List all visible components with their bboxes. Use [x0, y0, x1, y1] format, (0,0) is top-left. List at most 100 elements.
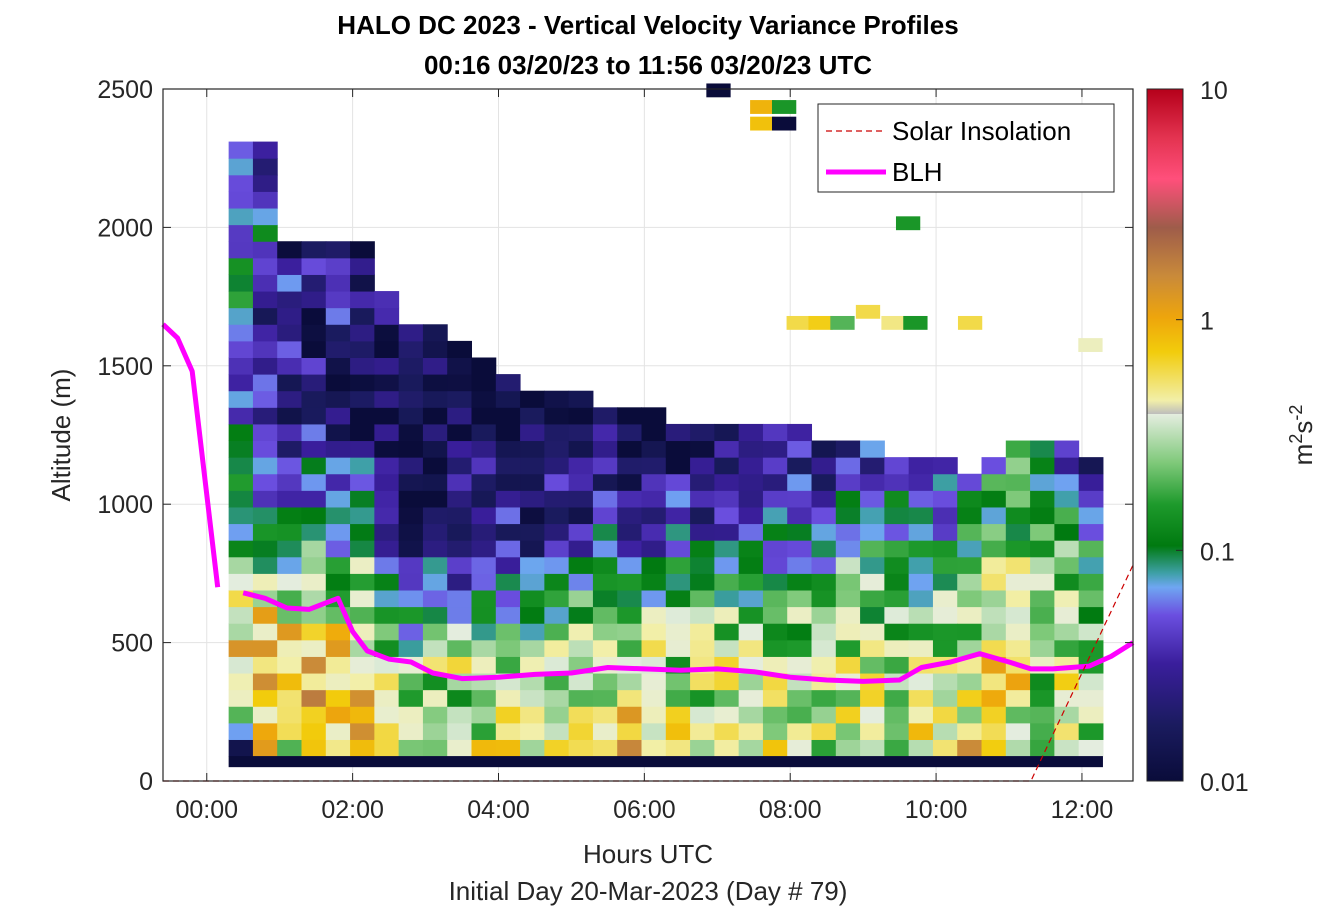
- heatmap-cell: [641, 639, 667, 657]
- heatmap-cell: [811, 722, 837, 740]
- heatmap-cell: [447, 739, 473, 757]
- heatmap-cell: [690, 506, 715, 525]
- heatmap-cell: [1005, 623, 1031, 641]
- heatmap-cell: [350, 390, 375, 408]
- heatmap-cell: [447, 390, 473, 408]
- heatmap-cell: [714, 540, 740, 558]
- heatmap-cell: [592, 457, 618, 475]
- heatmap-cell: [981, 673, 1007, 691]
- heatmap-cell: [592, 423, 618, 442]
- heatmap-cell: [641, 573, 667, 591]
- heatmap-cell: [811, 473, 837, 491]
- heatmap-cell: [228, 540, 254, 558]
- heatmap-cell: [398, 556, 424, 574]
- heatmap-cell: [301, 357, 327, 375]
- heatmap-cell: [422, 423, 448, 442]
- heatmap-cell: [447, 423, 473, 442]
- heatmap-cell: [301, 390, 327, 408]
- heatmap-cell: [957, 623, 983, 641]
- heatmap-cell: [301, 689, 327, 707]
- heatmap-cell: [908, 706, 934, 724]
- heatmap-cell: [617, 457, 643, 475]
- heatmap-cell: [1005, 689, 1031, 707]
- heatmap-cell: [495, 473, 521, 491]
- heatmap-cell: [471, 490, 497, 508]
- heatmap-cell: [1078, 623, 1104, 641]
- heatmap-cell: [884, 722, 910, 740]
- heatmap-cell: [568, 706, 594, 724]
- heatmap-cell: [228, 224, 254, 242]
- heatmap-cell: [228, 291, 254, 309]
- heatmap-cell: [374, 490, 400, 508]
- heatmap-cell: [447, 523, 473, 541]
- colorbar-label: m2s-2: [1286, 405, 1318, 466]
- heatmap-cell: [884, 689, 910, 707]
- heatmap-cell: [277, 390, 302, 408]
- heatmap-cell: [1054, 473, 1080, 491]
- colorbar-tick-label: 0.01: [1200, 769, 1249, 797]
- heatmap-cell: [422, 340, 448, 358]
- heatmap-cell: [908, 639, 934, 657]
- y-tick-label: 0: [139, 768, 153, 796]
- heatmap-cell: [641, 473, 667, 491]
- heatmap-cell: [1054, 623, 1080, 641]
- heatmap-cell: [641, 689, 667, 707]
- heatmap-cell: [350, 291, 375, 309]
- heatmap-cell: [932, 689, 958, 707]
- heatmap-cell: [520, 390, 545, 408]
- heatmap-cell: [374, 390, 400, 408]
- heatmap-cell: [860, 506, 885, 525]
- heatmap-cell: [568, 407, 594, 425]
- heatmap-cell: [277, 440, 302, 458]
- heatmap-cell: [714, 473, 740, 491]
- heatmap-cell: [447, 407, 473, 425]
- heatmap-cell: [750, 116, 775, 131]
- heatmap-cell: [617, 673, 643, 691]
- heatmap-cell: [1030, 706, 1055, 724]
- heatmap-cell: [398, 673, 424, 691]
- heatmap-cell: [471, 423, 497, 442]
- heatmap-cell: [932, 523, 958, 541]
- heatmap-cell: [835, 623, 861, 641]
- heatmap-cell: [957, 590, 983, 608]
- heatmap-cell: [520, 423, 545, 442]
- heatmap-cell: [398, 473, 424, 491]
- heatmap-cell: [301, 623, 327, 641]
- heatmap-cell: [277, 656, 302, 674]
- heatmap-cell: [908, 523, 934, 541]
- heatmap-cell: [495, 656, 521, 674]
- heatmap-cell: [690, 490, 715, 508]
- heatmap-cell: [860, 556, 885, 574]
- plot-frame: [162, 88, 1134, 782]
- heatmap-cell: [277, 374, 302, 392]
- heatmap-cell: [252, 423, 278, 442]
- heatmap-cell: [252, 523, 278, 541]
- y-tick-label: 1000: [97, 491, 153, 519]
- heatmap-cell: [495, 739, 521, 757]
- heatmap-cell: [398, 540, 424, 558]
- heatmap-cell: [301, 407, 327, 425]
- heatmap-cell: [665, 506, 691, 525]
- heatmap-cell: [1078, 739, 1104, 757]
- heatmap-cell: [617, 623, 643, 641]
- heatmap-cell: [1054, 440, 1080, 458]
- heatmap-cell: [277, 457, 302, 475]
- heatmap-cell: [520, 556, 545, 574]
- heatmap-cell: [714, 506, 740, 525]
- heatmap-cell: [374, 573, 400, 591]
- heatmap-cell: [325, 457, 351, 475]
- heatmap-cell: [325, 689, 351, 707]
- heatmap-cell: [252, 340, 278, 358]
- heatmap-cell: [422, 490, 448, 508]
- heatmap-cell: [787, 689, 813, 707]
- heatmap-cell: [544, 639, 570, 657]
- heatmap-cell: [228, 357, 254, 375]
- heatmap-cell: [277, 623, 302, 641]
- heatmap-cell: [398, 407, 424, 425]
- heatmap-cell: [471, 473, 497, 491]
- heatmap-cell: [860, 639, 885, 657]
- heatmap-cell: [690, 423, 715, 442]
- heatmap-cell: [568, 523, 594, 541]
- heatmap-cell: [422, 706, 448, 724]
- heatmap-cell: [981, 506, 1007, 525]
